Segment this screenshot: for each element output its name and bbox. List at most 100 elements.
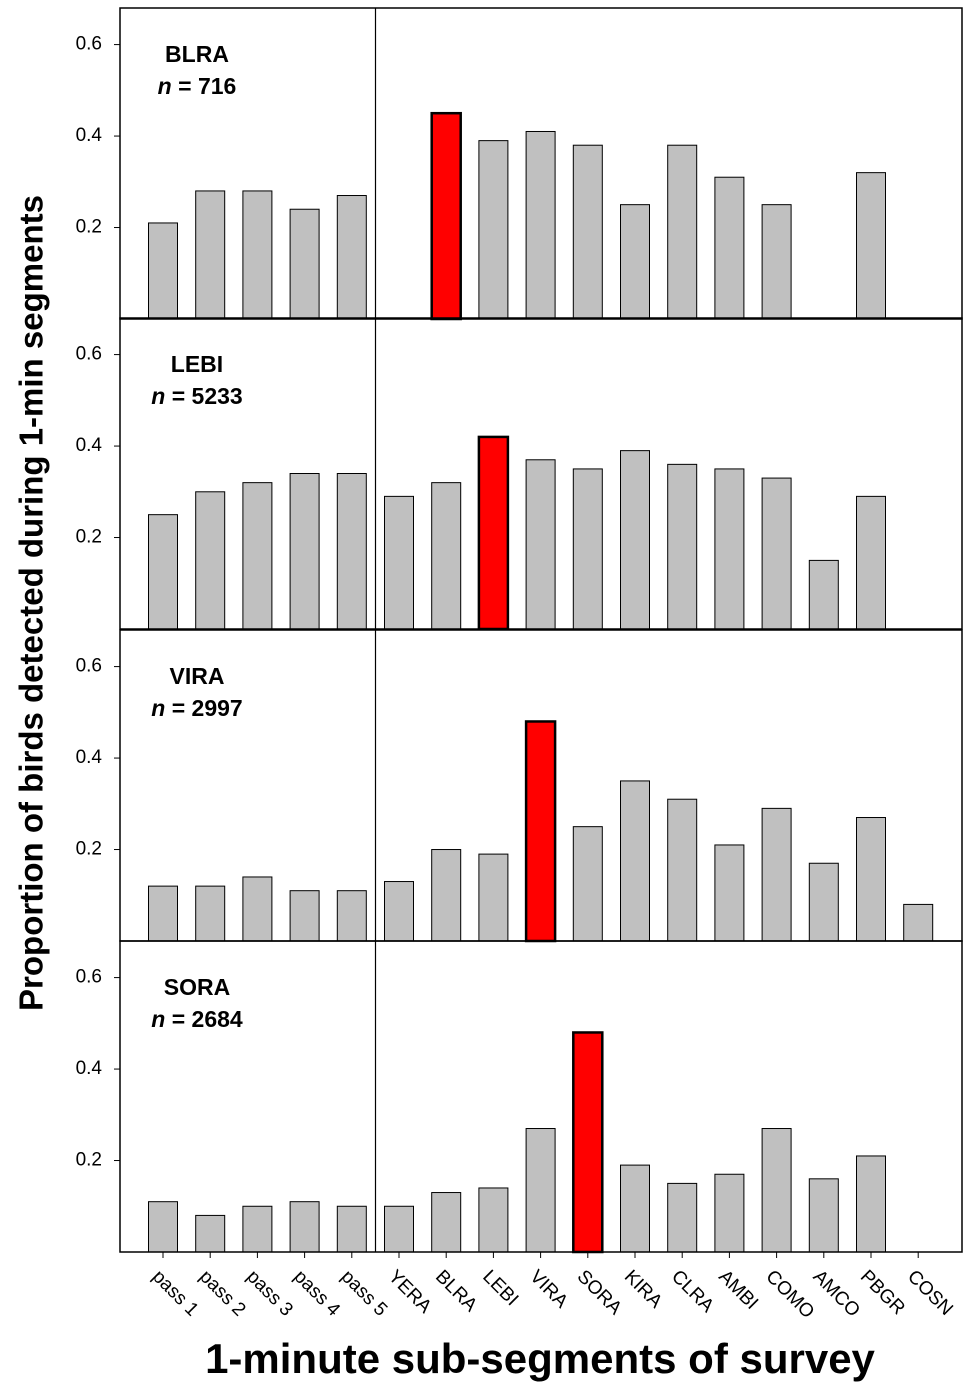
bar bbox=[478, 1187, 509, 1253]
bar bbox=[477, 435, 510, 631]
y-tick-label: 0.6 bbox=[76, 967, 102, 988]
bar bbox=[667, 463, 698, 630]
bar bbox=[430, 111, 462, 321]
bar bbox=[714, 176, 745, 320]
panel-label: BLRA bbox=[165, 41, 229, 67]
y-tick-label: 0.6 bbox=[76, 34, 102, 55]
bar bbox=[620, 1164, 650, 1253]
bar bbox=[195, 1214, 226, 1253]
x-tick-label: pass 2 bbox=[195, 1266, 249, 1320]
bar bbox=[714, 468, 745, 630]
panel-annotation: n = 2684 bbox=[151, 1006, 243, 1032]
bar bbox=[478, 140, 509, 320]
x-tick-label: KIRA bbox=[620, 1266, 666, 1312]
x-axis-title: 1-minute sub-segments of survey bbox=[205, 1335, 875, 1382]
panel-frame bbox=[119, 317, 963, 630]
y-tick-label: 0.4 bbox=[76, 747, 103, 768]
panel-annotation: n = 2997 bbox=[151, 695, 242, 721]
bar bbox=[524, 720, 557, 943]
x-tick-label: CLRA bbox=[667, 1266, 718, 1317]
bar bbox=[431, 482, 462, 630]
bar bbox=[336, 195, 367, 320]
x-tick-label: pass 3 bbox=[242, 1266, 296, 1320]
bar bbox=[808, 1178, 839, 1253]
y-tick-label: 0.2 bbox=[76, 1150, 102, 1171]
x-tick-label: pass 5 bbox=[337, 1266, 391, 1320]
bar bbox=[431, 849, 462, 942]
y-tick-label: 0.4 bbox=[76, 435, 103, 456]
y-tick-label: 0.4 bbox=[76, 1058, 103, 1079]
y-axis-title: Proportion of birds detected during 1-mi… bbox=[13, 195, 50, 1011]
bar bbox=[572, 144, 603, 320]
bar bbox=[336, 1205, 367, 1253]
bar bbox=[336, 473, 367, 630]
bar bbox=[384, 881, 414, 942]
bar bbox=[148, 222, 178, 320]
bar bbox=[856, 817, 886, 942]
x-tick-label: YERA bbox=[384, 1266, 436, 1318]
bar bbox=[620, 450, 650, 630]
bar bbox=[572, 826, 603, 942]
y-tick-label: 0.4 bbox=[76, 125, 103, 146]
y-tick-label: 0.2 bbox=[76, 527, 102, 548]
bar bbox=[195, 885, 226, 942]
bar bbox=[336, 890, 367, 942]
bar bbox=[195, 190, 226, 320]
bar bbox=[431, 1192, 462, 1253]
bar bbox=[761, 1128, 792, 1253]
bar bbox=[667, 1182, 698, 1253]
x-tick-label: SORA bbox=[573, 1266, 626, 1319]
y-tick-label: 0.6 bbox=[76, 656, 102, 677]
bar bbox=[289, 890, 320, 942]
x-tick-label: pass 1 bbox=[148, 1266, 202, 1320]
bar bbox=[903, 903, 934, 942]
x-tick-label: pass 4 bbox=[290, 1266, 345, 1321]
bar bbox=[195, 491, 226, 630]
bar bbox=[242, 482, 273, 630]
y-tick-label: 0.2 bbox=[76, 839, 102, 860]
bar bbox=[148, 514, 178, 630]
bar bbox=[478, 853, 509, 942]
panel-label: VIRA bbox=[170, 663, 225, 689]
bar bbox=[242, 1205, 273, 1253]
bar bbox=[242, 876, 273, 942]
bar bbox=[714, 1173, 745, 1253]
x-tick-label: LEBI bbox=[478, 1266, 522, 1310]
x-tick-label: COMO bbox=[762, 1266, 819, 1323]
x-tick-label: VIRA bbox=[526, 1266, 572, 1312]
panel-frame bbox=[119, 7, 963, 320]
panel-annotation: n = 716 bbox=[158, 73, 237, 99]
bar bbox=[620, 204, 650, 320]
bar bbox=[714, 844, 745, 942]
x-tick-label: AMCO bbox=[809, 1266, 864, 1321]
bar bbox=[525, 130, 556, 320]
bar bbox=[667, 144, 698, 320]
bar bbox=[289, 208, 320, 320]
bar bbox=[148, 1201, 178, 1253]
x-tick-label: BLRA bbox=[431, 1266, 481, 1316]
bar bbox=[808, 559, 839, 630]
panel-annotation: n = 5233 bbox=[151, 383, 242, 409]
y-tick-label: 0.6 bbox=[76, 344, 102, 365]
bar bbox=[384, 1205, 414, 1253]
x-tick-label: PBGR bbox=[856, 1266, 909, 1319]
bar bbox=[289, 1201, 320, 1253]
panel-label: SORA bbox=[164, 974, 230, 1000]
bar bbox=[761, 204, 792, 320]
x-tick-label: AMBI bbox=[714, 1266, 762, 1314]
bar bbox=[525, 1128, 556, 1253]
bar bbox=[761, 477, 792, 630]
bar bbox=[525, 459, 556, 630]
bar bbox=[572, 468, 603, 630]
bar bbox=[808, 862, 839, 942]
y-tick-label: 0.2 bbox=[76, 217, 102, 238]
bar bbox=[289, 473, 320, 630]
bar bbox=[620, 780, 650, 942]
panel-label: LEBI bbox=[171, 351, 223, 377]
bar bbox=[148, 885, 178, 942]
bar bbox=[242, 190, 273, 320]
bar bbox=[384, 495, 414, 630]
x-tick-label: COSN bbox=[903, 1266, 957, 1320]
